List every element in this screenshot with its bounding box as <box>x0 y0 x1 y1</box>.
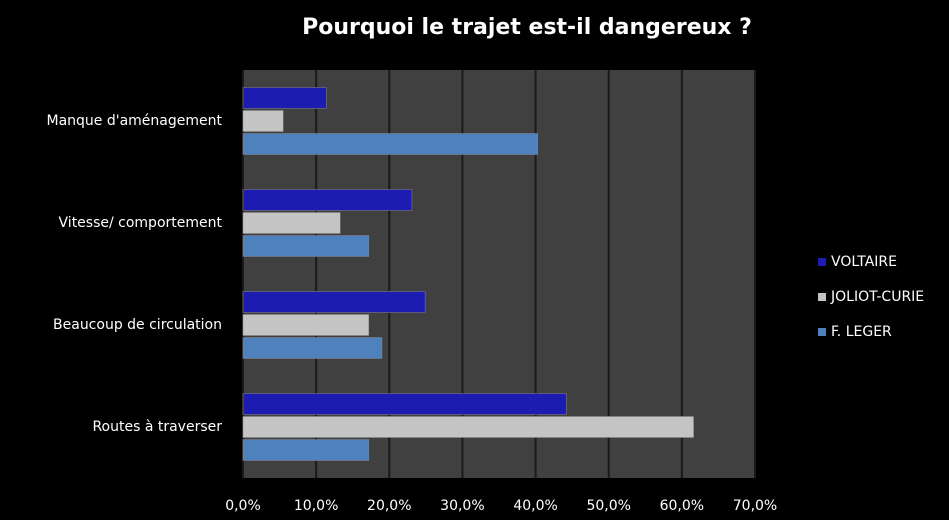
x-tick-label: 10,0% <box>294 498 338 514</box>
bar <box>242 291 426 313</box>
bar <box>242 439 370 461</box>
y-tick-label: Vitesse/ comportement <box>59 215 223 231</box>
x-tick-label: 60,0% <box>660 498 704 514</box>
y-tick-label: Manque d'aménagement <box>47 113 223 129</box>
x-tick-label: 50,0% <box>586 498 630 514</box>
legend-label: VOLTAIRE <box>831 254 897 270</box>
legend-label: JOLIOT-CURIE <box>830 289 924 305</box>
x-tick-label: 70,0% <box>733 498 777 514</box>
x-tick-label: 20,0% <box>367 498 411 514</box>
bar <box>242 416 694 438</box>
bar <box>242 212 341 234</box>
bar <box>242 133 539 155</box>
x-tick-label: 0,0% <box>225 498 261 514</box>
bar <box>242 189 413 211</box>
y-tick-label: Beaucoup de circulation <box>53 317 222 333</box>
bar <box>242 87 327 109</box>
bar <box>242 393 567 415</box>
x-tick-label: 40,0% <box>513 498 557 514</box>
bar <box>242 314 370 336</box>
bar <box>242 110 284 132</box>
y-tick-label: Routes à traverser <box>92 419 222 435</box>
legend-label: F. LEGER <box>831 324 892 340</box>
x-tick-label: 30,0% <box>440 498 484 514</box>
chart-title: Pourquoi le trajet est-il dangereux ? <box>302 15 752 40</box>
legend-marker <box>818 328 826 336</box>
bar <box>242 337 383 359</box>
legend-marker <box>818 293 826 301</box>
legend-marker <box>818 258 826 266</box>
bar <box>242 235 370 257</box>
